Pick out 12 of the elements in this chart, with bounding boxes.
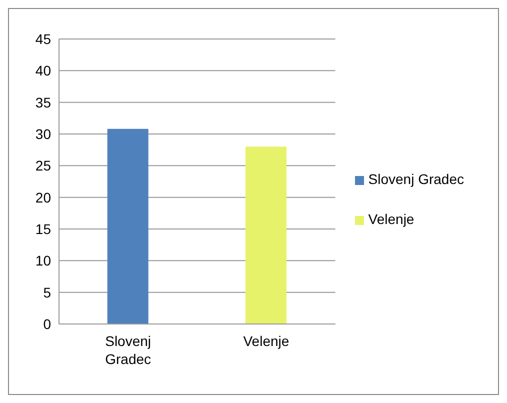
y-tick-label: 45 xyxy=(35,30,52,47)
legend-label: Slovenj Gradec xyxy=(368,171,464,187)
y-tick-label: 15 xyxy=(35,220,52,237)
y-tick-label: 5 xyxy=(43,284,52,300)
y-tick-label: 35 xyxy=(35,94,52,110)
legend-label: Velenje xyxy=(368,211,414,227)
y-tick-label: 40 xyxy=(35,62,52,79)
y-tick-label: 20 xyxy=(35,189,52,206)
y-tick-label: 25 xyxy=(35,158,52,174)
y-tick-label: 10 xyxy=(35,252,52,269)
y-tick-label: 30 xyxy=(35,126,52,142)
y-tick-label: 0 xyxy=(43,316,52,332)
